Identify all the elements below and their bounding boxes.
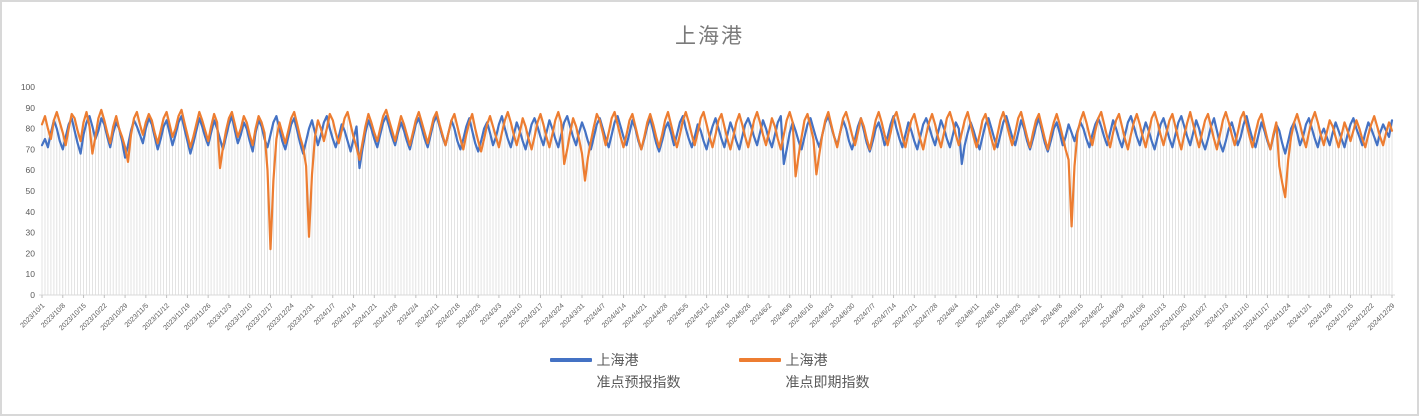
x-axis-label: 2024/6/2 — [749, 302, 773, 326]
legend-line-icon-blue — [549, 358, 592, 362]
y-axis-label: 50 — [26, 186, 36, 196]
y-axis-label: 80 — [26, 124, 36, 134]
y-axis-label: 30 — [26, 228, 36, 238]
x-axis-label: 2024/9/1 — [1019, 302, 1043, 326]
legend-line-icon-orange — [738, 358, 781, 362]
legend-label-forecast: 上海港 准点预报指数 — [597, 349, 681, 393]
legend-label-forecast-line2: 准点预报指数 — [596, 374, 681, 390]
chart-title: 上海港 — [675, 25, 744, 48]
drop-lines — [41, 109, 1393, 295]
series-line-spot[interactable] — [40, 108, 1394, 251]
y-axis-label: 70 — [26, 144, 36, 154]
legend-label-spot: 上海港 准点即期指数 — [786, 349, 870, 393]
legend-label-spot-line1: 上海港 — [785, 352, 828, 368]
y-axis-label: 60 — [26, 165, 36, 175]
legend-label-forecast-line1: 上海港 — [596, 352, 639, 368]
y-axis-label: 40 — [26, 207, 36, 217]
y-axis-label: 10 — [26, 269, 36, 279]
chart-legend: 上海港 准点预报指数 上海港 准点即期指数 — [2, 349, 1417, 393]
y-axis-label: 20 — [26, 248, 36, 258]
y-axis-label: 0 — [30, 290, 35, 300]
y-axis-label: 90 — [26, 103, 36, 113]
y-axis-label: 100 — [21, 82, 35, 92]
legend-entry-spot[interactable]: 上海港 准点即期指数 — [738, 349, 870, 393]
legend-label-spot-line2: 准点即期指数 — [785, 374, 870, 390]
legend-entry-forecast[interactable]: 上海港 准点预报指数 — [549, 349, 681, 393]
